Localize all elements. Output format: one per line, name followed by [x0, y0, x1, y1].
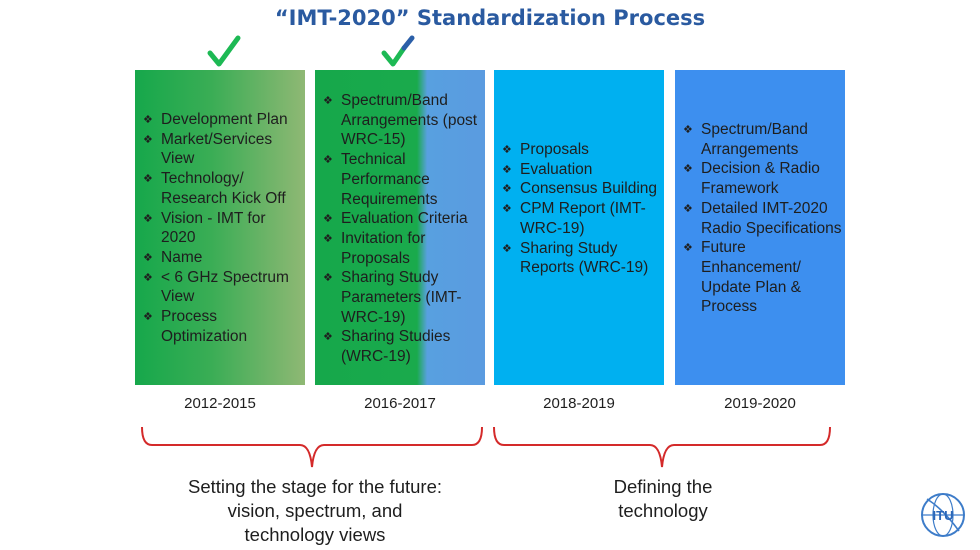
phase-items-list: Proposals Evaluation Consensus Building …: [499, 140, 662, 278]
phase-item: Proposals: [499, 140, 662, 160]
phase-column-2019-2020: Spectrum/Band Arrangements Decision & Ra…: [675, 70, 845, 385]
caption-line: technology: [618, 500, 708, 521]
phase-item: Detailed IMT-2020 Radio Specifications: [680, 199, 843, 238]
phase-items-list: Spectrum/Band Arrangements Decision & Ra…: [680, 120, 843, 317]
phase-item: < 6 GHz Spectrum View: [140, 268, 303, 307]
check-mark-icon: [207, 35, 241, 67]
phase-item: Sharing Study Reports (WRC-19): [499, 239, 662, 278]
caption-line: technology views: [244, 524, 386, 545]
year-label: 2019-2020: [724, 395, 796, 412]
phase-item: Process Optimization: [140, 307, 303, 346]
phase-items-list: Development Plan Market/Services View Te…: [140, 110, 303, 346]
phase-item: CPM Report (IMT-WRC-19): [499, 199, 662, 238]
caption-line: Setting the stage for the future:: [187, 476, 443, 497]
phase-item: Sharing Studies (WRC-19): [320, 327, 483, 366]
group-brace-right: [493, 426, 831, 468]
phase-item: Spectrum/Band Arrangements (post WRC-15): [320, 91, 483, 150]
phase-item: Evaluation: [499, 160, 662, 180]
itu-logo: ITU: [921, 493, 965, 537]
phase-item: Decision & Radio Framework: [680, 159, 843, 198]
phase-item: Market/Services View: [140, 130, 303, 169]
year-label: 2016-2017: [364, 395, 436, 412]
phase-item: Technical Performance Requirements: [320, 150, 483, 209]
group-caption-defining-technology: Defining the technology: [573, 475, 753, 523]
phase-item: Consensus Building: [499, 179, 662, 199]
caption-line: Defining the: [613, 476, 713, 497]
phase-column-2016-2017: Spectrum/Band Arrangements (post WRC-15)…: [315, 70, 485, 385]
year-label: 2012-2015: [184, 395, 256, 412]
group-caption-stage-setting: Setting the stage for the future: vision…: [150, 475, 480, 547]
phase-item: Technology/ Research Kick Off: [140, 169, 303, 208]
page-title: “IMT-2020” Standardization Process: [274, 6, 706, 30]
phase-items-list: Spectrum/Band Arrangements (post WRC-15)…: [320, 91, 483, 367]
phase-item: Sharing Study Parameters (IMT-WRC-19): [320, 268, 483, 327]
partial-check-mark-icon: [381, 35, 415, 67]
phase-column-2012-2015: Development Plan Market/Services View Te…: [135, 70, 305, 385]
year-label: 2018-2019: [543, 395, 615, 412]
phase-item: Spectrum/Band Arrangements: [680, 120, 843, 159]
phase-item: Development Plan: [140, 110, 303, 130]
phase-column-2018-2019: Proposals Evaluation Consensus Building …: [494, 70, 664, 385]
phase-item: Name: [140, 248, 303, 268]
phase-item: Vision - IMT for 2020: [140, 209, 303, 248]
phase-item: Invitation for Proposals: [320, 229, 483, 268]
logo-text: ITU: [933, 508, 954, 523]
phase-item: Future Enhancement/ Update Plan & Proces…: [680, 238, 843, 317]
phase-item: Evaluation Criteria: [320, 209, 483, 229]
caption-line: vision, spectrum, and: [227, 500, 403, 521]
group-brace-left: [141, 426, 483, 468]
